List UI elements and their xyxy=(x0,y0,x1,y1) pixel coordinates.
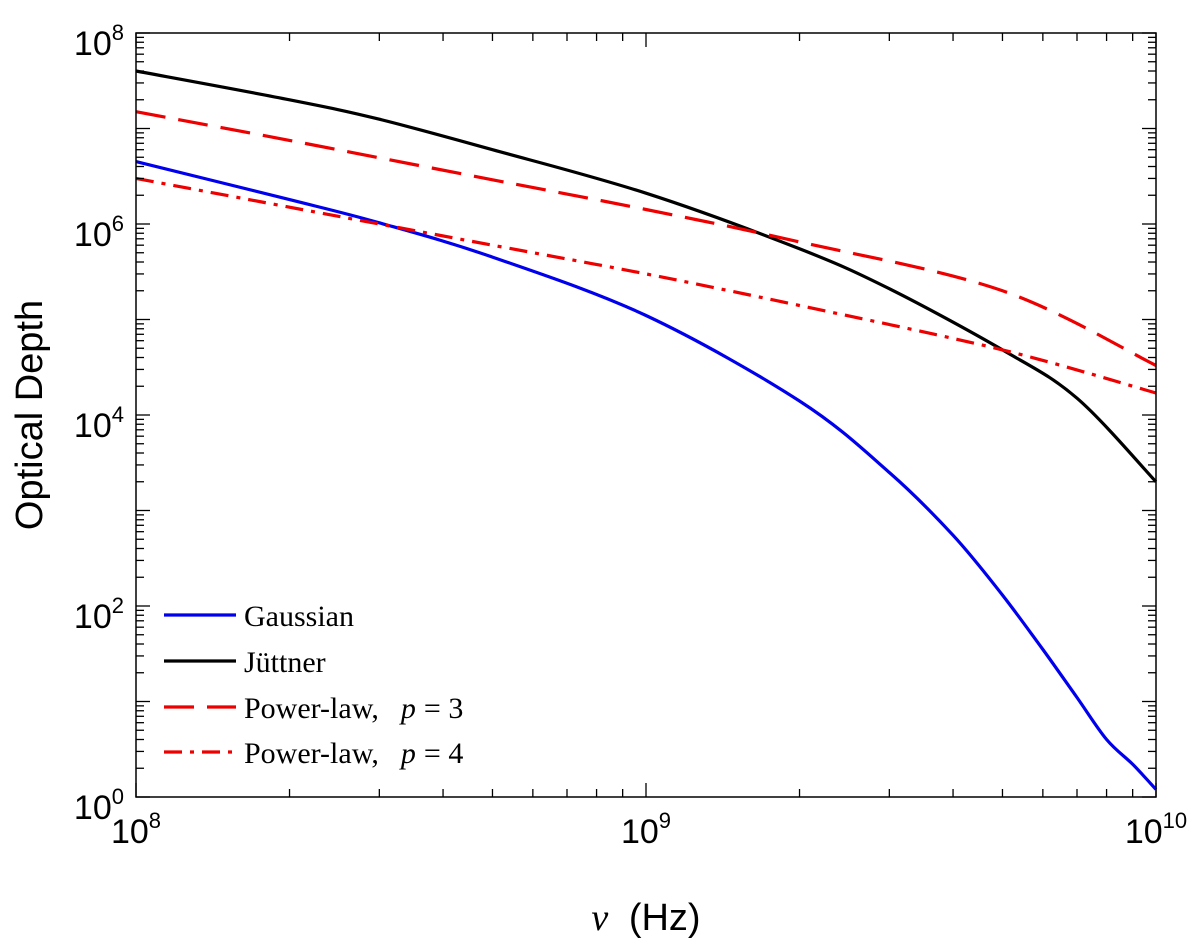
plot-frame xyxy=(135,32,1157,798)
axis-ticks xyxy=(135,32,1157,798)
y-tick-label: 106 xyxy=(74,211,124,254)
legend-label-2: Power-law, p = 3 xyxy=(244,692,463,725)
y-axis-label: Optical Depth xyxy=(9,300,51,530)
x-axis-label: ν (Hz) xyxy=(591,897,700,939)
y-tick-label: 104 xyxy=(74,402,124,445)
legend-label-1: Jüttner xyxy=(244,646,326,679)
tick-labels: 108 109 1010 100 102 104 106 108 xyxy=(74,20,1187,851)
x-tick-label: 109 xyxy=(621,808,671,851)
legend: Gaussian Jüttner Power-law, p = 3 Power-law, p… xyxy=(164,600,463,770)
legend-label-3: Power-law, p = 4 xyxy=(244,737,463,770)
series-line-1 xyxy=(135,69,1158,483)
y-tick-label: 108 xyxy=(74,20,124,63)
plot-series xyxy=(135,69,1158,791)
y-tick-label: 100 xyxy=(74,784,124,827)
x-tick-label: 1010 xyxy=(1125,808,1187,851)
series-line-2 xyxy=(135,110,1157,367)
x-axis-symbol: ν xyxy=(591,897,608,939)
series-line-0 xyxy=(135,160,1158,791)
series-line-3 xyxy=(135,176,1157,395)
y-tick-label: 102 xyxy=(74,593,124,636)
x-tick-label: 108 xyxy=(111,808,161,851)
x-axis-unit: (Hz) xyxy=(629,897,701,939)
legend-label-0: Gaussian xyxy=(244,600,354,633)
